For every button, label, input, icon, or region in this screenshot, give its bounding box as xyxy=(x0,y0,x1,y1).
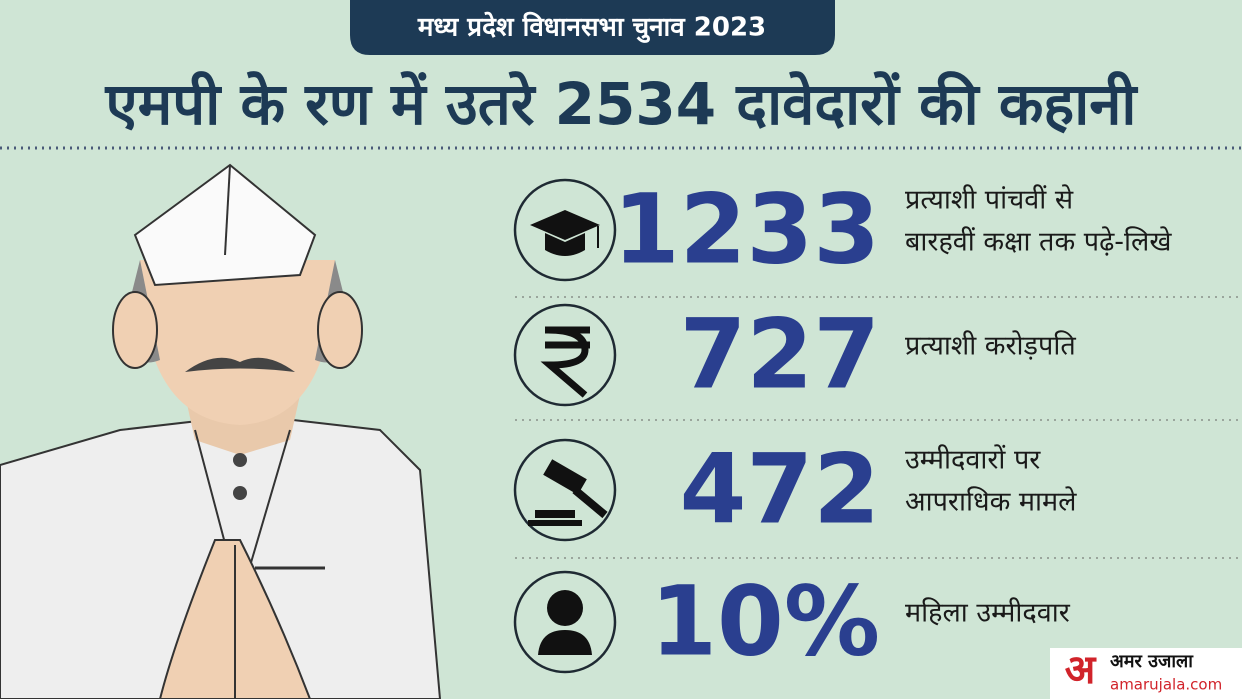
stat-value: 472 xyxy=(680,433,880,545)
stat-description: बारहवीं कक्षा तक पढ़े-लिखे xyxy=(905,226,1172,258)
logo-url: amarujala.com xyxy=(1110,676,1222,694)
stat-description: आपराधिक मामले xyxy=(905,486,1077,518)
logo-name: अमर उजाला xyxy=(1110,651,1194,672)
stat-description: प्रत्याशी पांचवीं से xyxy=(905,184,1074,216)
stat-description: महिला उम्मीदवार xyxy=(905,597,1071,629)
badge xyxy=(350,0,835,55)
logo-mark: अ xyxy=(1065,647,1097,693)
title: एमपी के रण में उतरे 2534 दावेदारों की कह… xyxy=(105,70,1139,138)
badge-text: मध्य प्रदेश विधानसभा चुनाव 2023 xyxy=(417,12,766,44)
stat-value: 10% xyxy=(650,565,880,677)
figure xyxy=(0,163,442,699)
stat-description: उम्मीदवारों पर xyxy=(905,444,1041,476)
stat-value: 727 xyxy=(680,298,880,410)
stats: 1233 प्रत्याशी पांचवीं से बारहवीं कक्षा तक… xyxy=(613,173,1173,677)
icons xyxy=(513,178,617,674)
stat-description: प्रत्याशी करोड़पति xyxy=(905,330,1076,362)
logo: अ अमर उजाला amarujala.com xyxy=(1050,647,1242,699)
stat-value: 1233 xyxy=(613,173,880,285)
